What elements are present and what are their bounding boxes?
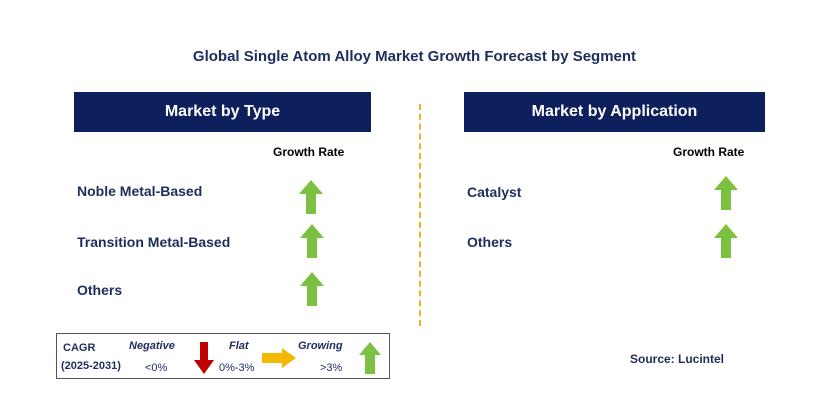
green-up-arrow-icon (300, 224, 324, 258)
application-row-label-2: Others (467, 234, 513, 250)
red-down-arrow-icon (194, 342, 214, 374)
type-row-label-2: Transition Metal-Based (77, 234, 231, 250)
yellow-right-arrow-icon (262, 348, 296, 368)
legend-growing-range: >3% (320, 362, 343, 374)
application-panel-header: Market by Application (464, 92, 765, 132)
legend-flat-range: 0%-3% (219, 362, 255, 374)
green-up-arrow-icon (300, 272, 324, 306)
legend-period: (2025-2031) (61, 360, 121, 372)
green-up-arrow-icon (714, 224, 738, 258)
cagr-legend: CAGR (2025-2031) Negative <0% Flat 0%-3%… (56, 333, 390, 379)
application-growth-rate-label: Growth Rate (673, 145, 745, 159)
page-title: Global Single Atom Alloy Market Growth F… (192, 48, 637, 65)
type-growth-rate-label: Growth Rate (273, 145, 345, 159)
legend-flat-label: Flat (229, 340, 249, 352)
green-up-arrow-icon (299, 180, 323, 214)
legend-negative-range: <0% (145, 362, 168, 374)
type-row-label-3: Others (77, 282, 123, 298)
green-up-arrow-icon (714, 176, 738, 210)
legend-growing-label: Growing (298, 340, 343, 352)
legend-cagr-label: CAGR (63, 342, 96, 354)
type-row-label-1: Noble Metal-Based (77, 183, 203, 199)
legend-negative-label: Negative (129, 340, 175, 352)
source-note: Source: Lucintel (630, 352, 725, 366)
green-up-arrow-icon (359, 342, 381, 374)
panel-divider (419, 104, 421, 326)
type-panel-header: Market by Type (74, 92, 371, 132)
application-row-label-1: Catalyst (467, 184, 522, 200)
